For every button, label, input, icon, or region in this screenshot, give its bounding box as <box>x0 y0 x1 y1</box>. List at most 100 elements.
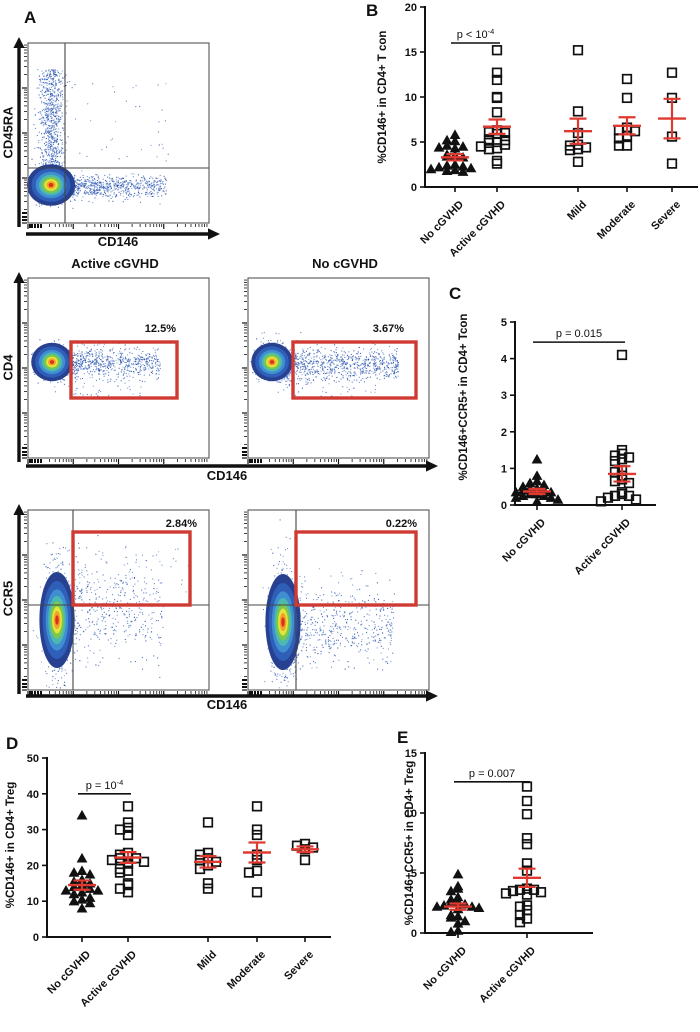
y-tick-label: 5 <box>411 137 417 149</box>
data-point-triangle <box>552 494 564 504</box>
category-label: Moderate <box>225 949 268 992</box>
y-tick-label: 50 <box>27 753 39 765</box>
data-point-square <box>595 496 607 507</box>
data-point-square <box>251 801 263 812</box>
flow-title-no-cgvhd: No cGVHD <box>312 256 378 271</box>
x-axis-arrow-cd146-top <box>26 228 220 240</box>
data-point-triangle <box>449 135 461 146</box>
y-axis-label: %CD146+ in CD4+ Treg <box>5 782 17 909</box>
data-point-triangle <box>457 141 469 151</box>
data-point-triangle <box>531 495 543 506</box>
data-point-square <box>114 867 126 878</box>
y-tick-label: 3 <box>501 390 507 402</box>
data-point-square <box>483 144 495 155</box>
category-label: Severe <box>282 949 316 983</box>
category-label: No cGVHD <box>500 517 548 565</box>
flow-ylabel-cd4: CD4 <box>0 354 16 381</box>
data-point-triangle <box>531 470 543 480</box>
y-tick-label: 4 <box>501 354 508 366</box>
data-point-square <box>623 477 635 489</box>
data-point-triangle <box>441 165 453 175</box>
data-point-square <box>202 878 214 889</box>
data-point-square <box>114 824 126 835</box>
data-point-square <box>609 490 621 502</box>
data-point-triangle <box>68 895 80 906</box>
flow-plot-cd4-vs-cd146-nocgvhd <box>240 275 436 465</box>
data-point-triangle <box>452 918 464 928</box>
x-axis-arrow-cd146-mid <box>26 460 438 472</box>
data-point-triangle <box>449 159 461 169</box>
y-tick-label: 20 <box>27 860 39 872</box>
data-point-triangle <box>84 897 96 908</box>
panel-label-e: E <box>397 728 409 747</box>
data-point-triangle <box>433 161 445 172</box>
data-point-square <box>202 817 214 828</box>
data-point-triangle <box>510 492 522 502</box>
data-point-square <box>564 144 576 156</box>
gate-pct-ccr5-active: 2.84% <box>165 518 197 530</box>
data-point-triangle <box>441 160 453 170</box>
flow-xlabel-cd146-top: CD146 <box>97 234 139 249</box>
gate-pct-ccr5-nocgvhd: 0.22% <box>385 518 417 530</box>
data-point-square <box>521 781 533 792</box>
data-point-triangle <box>425 163 437 174</box>
flow-plot-ccr5-vs-cd146-nocgvhd <box>240 507 436 697</box>
data-point-triangle <box>545 492 557 502</box>
flow-plot-cd4-vs-cd146-active <box>20 275 216 465</box>
flow-xlabel-cd146-bottom: CD146 <box>206 697 248 712</box>
data-point-triangle <box>445 885 457 896</box>
y-tick-label: 5 <box>501 317 507 329</box>
data-point-square <box>138 856 150 867</box>
arrow-head <box>13 504 25 515</box>
data-point-triangle <box>76 852 88 863</box>
data-point-triangle <box>76 809 88 820</box>
data-point-triangle <box>538 490 550 501</box>
y-tick-label: 15 <box>405 748 417 760</box>
arrow-head <box>208 228 220 240</box>
data-point-square <box>621 73 633 85</box>
data-point-square <box>491 67 503 78</box>
category-label: Mild <box>565 199 589 223</box>
data-point-triangle <box>445 926 457 936</box>
data-point-square <box>521 795 533 807</box>
data-point-triangle <box>452 925 464 935</box>
data-point-square <box>616 488 628 500</box>
panel-label-b: B <box>366 1 379 20</box>
category-label: Active cGVHD <box>477 945 538 1006</box>
data-point-triangle <box>459 915 471 926</box>
data-point-triangle <box>92 885 104 895</box>
data-point-triangle <box>76 865 88 875</box>
category-label: Severe <box>649 199 683 233</box>
data-point-square <box>616 349 628 361</box>
data-point-triangle <box>431 901 443 911</box>
y-tick-label: 10 <box>27 896 39 908</box>
data-point-square <box>666 158 678 169</box>
data-point-triangle <box>76 894 88 904</box>
data-point-triangle <box>473 902 485 912</box>
data-point-square <box>299 854 311 866</box>
chart-E: 0 5 10 15 No cGVHD Active cGVHD %CD146+CCR5+ i… <box>404 748 593 1006</box>
data-point-square <box>572 156 584 167</box>
data-point-triangle <box>452 883 464 893</box>
data-point-square <box>122 829 134 841</box>
data-point-square <box>500 888 512 899</box>
data-point-triangle <box>452 868 464 879</box>
y-tick-label: 20 <box>405 2 417 14</box>
data-point-square <box>572 45 584 56</box>
panel-label-d: D <box>6 734 19 753</box>
significance-label: p = 0.015 <box>556 328 602 340</box>
category-label: No cGVHD <box>421 945 469 993</box>
y-axis-arrow-cd45ra <box>13 37 25 227</box>
data-point-square <box>666 67 678 78</box>
y-axis-arrow-ccr5 <box>13 504 25 694</box>
data-point-square <box>194 863 206 875</box>
data-point-square <box>572 106 584 117</box>
data-point-square <box>122 817 134 828</box>
y-tick-label: 0 <box>411 928 417 940</box>
arrow-head <box>426 690 438 702</box>
category-label: Moderate <box>595 199 638 242</box>
data-point-square <box>621 92 633 104</box>
data-point-triangle <box>449 129 461 139</box>
data-point-square <box>106 854 118 866</box>
